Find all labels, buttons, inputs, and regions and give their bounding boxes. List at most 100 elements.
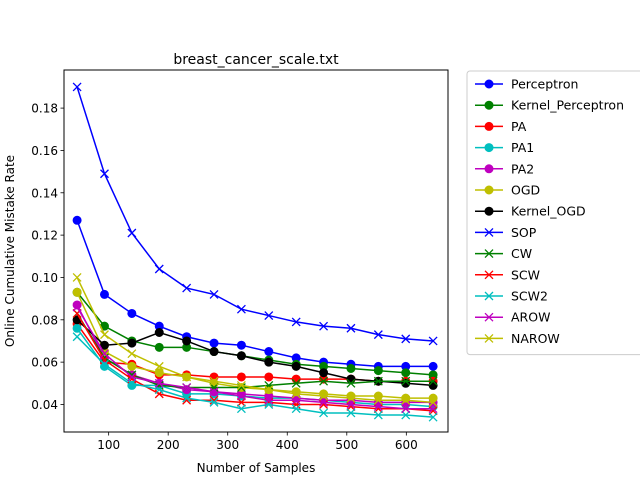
data-point-kernel-ogd — [154, 328, 164, 338]
data-point-sop — [319, 321, 329, 331]
chart-title: breast_cancer_scale.txt — [173, 52, 339, 68]
data-point-arow — [264, 395, 274, 405]
data-point-narow — [291, 389, 301, 399]
legend-entry-perceptron: Perceptron — [475, 77, 578, 92]
legend-marker — [484, 143, 494, 153]
data-point-pa — [236, 372, 246, 382]
x-tick-label: 300 — [216, 438, 239, 452]
data-point-kernel-ogd — [346, 374, 356, 384]
data-point-scw2 — [209, 397, 219, 407]
data-point-scw2 — [346, 408, 356, 418]
data-point-sop — [100, 169, 109, 179]
series-line-scw2 — [76, 336, 434, 418]
legend-label: Perceptron — [511, 77, 578, 92]
legend-entry-kernel-ogd: Kernel_OGD — [475, 204, 586, 219]
legend-marker — [484, 164, 494, 174]
plot-area-frame — [63, 69, 449, 433]
data-point-arow — [373, 402, 383, 412]
legend: Perceptron Kernel_Perceptron PA PA1 PA2 OGD Ke… — [466, 70, 640, 356]
data-point-scw — [236, 397, 246, 407]
data-point-narow — [236, 380, 246, 390]
series-line-cw — [76, 313, 434, 389]
data-point-arow — [401, 404, 411, 414]
data-point-narow — [100, 330, 109, 340]
data-point-perceptron — [72, 215, 82, 225]
data-point-arow — [291, 395, 301, 405]
data-point-cw — [346, 378, 356, 388]
data-point-ogd — [154, 368, 164, 378]
legend-marker — [484, 333, 494, 343]
data-point-cw — [401, 376, 411, 386]
y-tick-label: 0.10 — [31, 271, 58, 285]
data-point-scw2 — [154, 385, 164, 395]
legend-marker — [484, 100, 494, 110]
data-point-perceptron — [236, 340, 246, 350]
data-point-kernel-ogd — [209, 347, 219, 357]
series-line-sop — [76, 86, 434, 342]
data-point-sop — [346, 323, 356, 333]
data-point-arow — [154, 378, 164, 388]
data-point-scw2 — [72, 332, 82, 342]
series-line-narow — [76, 277, 434, 404]
data-point-narow — [154, 361, 164, 371]
legend-label: PA — [511, 119, 527, 134]
y-tick-label: 0.18 — [31, 102, 58, 116]
data-point-sop — [154, 264, 164, 274]
data-point-kernel-ogd — [428, 380, 438, 390]
series-line-scw — [76, 313, 434, 412]
x-tick-label: 100 — [97, 438, 120, 452]
y-tick-label: 0.14 — [31, 186, 58, 200]
legend-entry-kernel-perceptron: Kernel_Perceptron — [475, 98, 624, 113]
data-point-narow — [209, 376, 219, 386]
x-tick-label: 600 — [395, 438, 418, 452]
legend-label: Kernel_OGD — [511, 204, 586, 219]
legend-box — [466, 70, 640, 356]
legend-entry-scw: SCW — [475, 267, 540, 282]
data-point-ogd — [72, 287, 82, 297]
data-point-scw2 — [428, 412, 438, 422]
data-point-scw — [291, 400, 301, 409]
data-point-narow — [373, 395, 383, 405]
data-point-perceptron — [209, 338, 219, 348]
data-point-narow — [401, 395, 411, 405]
data-point-kernel-ogd — [319, 368, 329, 378]
data-point-perceptron — [127, 308, 137, 318]
data-point-scw2 — [373, 410, 383, 420]
legend-marker — [484, 312, 494, 322]
legend-entry-narow: NAROW — [475, 331, 560, 346]
data-point-sop — [236, 304, 246, 314]
data-point-arow — [346, 400, 356, 409]
legend-marker — [484, 270, 494, 280]
legend-entry-pa2: PA2 — [475, 161, 534, 176]
data-point-scw2 — [182, 393, 192, 403]
legend-marker — [484, 249, 494, 259]
data-point-perceptron — [428, 361, 438, 371]
y-tick-label: 0.06 — [31, 356, 58, 370]
data-point-sop — [428, 336, 438, 346]
legend-entry-arow: AROW — [475, 310, 550, 325]
legend-label: OGD — [511, 183, 540, 198]
data-point-sop — [182, 283, 192, 293]
x-tick-label: 500 — [335, 438, 358, 452]
data-point-narow — [428, 397, 438, 407]
data-point-kernel-ogd — [264, 357, 274, 367]
data-point-kernel-perceptron — [401, 368, 411, 378]
y-tick-label: 0.16 — [31, 144, 58, 158]
data-point-scw2 — [100, 359, 109, 369]
series-scw — [72, 308, 438, 416]
data-point-cw — [428, 376, 438, 386]
data-point-scw — [100, 355, 109, 365]
x-tick-label: 400 — [276, 438, 299, 452]
y-axis-label: Online Cumulative Mistake Rate — [3, 155, 17, 347]
data-point-arow — [100, 349, 109, 359]
data-point-sop — [127, 228, 137, 238]
data-point-scw2 — [319, 408, 329, 418]
series-narow — [72, 273, 438, 407]
y-tick-label: 0.04 — [31, 398, 58, 412]
legend-label: PA2 — [511, 161, 534, 176]
legend-label: CW — [511, 246, 532, 261]
data-point-narow — [127, 349, 137, 359]
legend-marker — [484, 227, 494, 237]
legend-label: SOP — [511, 225, 537, 240]
data-point-cw — [264, 380, 274, 390]
